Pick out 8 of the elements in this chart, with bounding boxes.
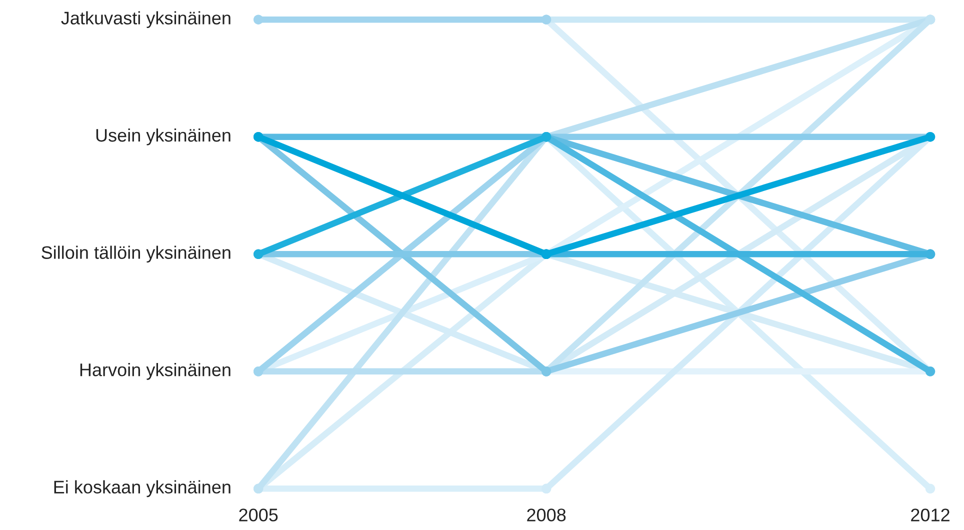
x-tick-label: 2005	[239, 508, 278, 522]
x-tick-label: 2008	[527, 508, 566, 522]
text: Jatkuvasti yksinäinen	[61, 11, 230, 28]
text: Harvoin yksinäinen	[80, 362, 230, 380]
text: Silloin tällöin yksinäinen	[42, 246, 230, 263]
text: Usein yksinäinen	[96, 128, 230, 146]
text: Ei koskaan yksinäinen	[54, 480, 230, 498]
x-tick-label: 2012	[911, 508, 950, 522]
